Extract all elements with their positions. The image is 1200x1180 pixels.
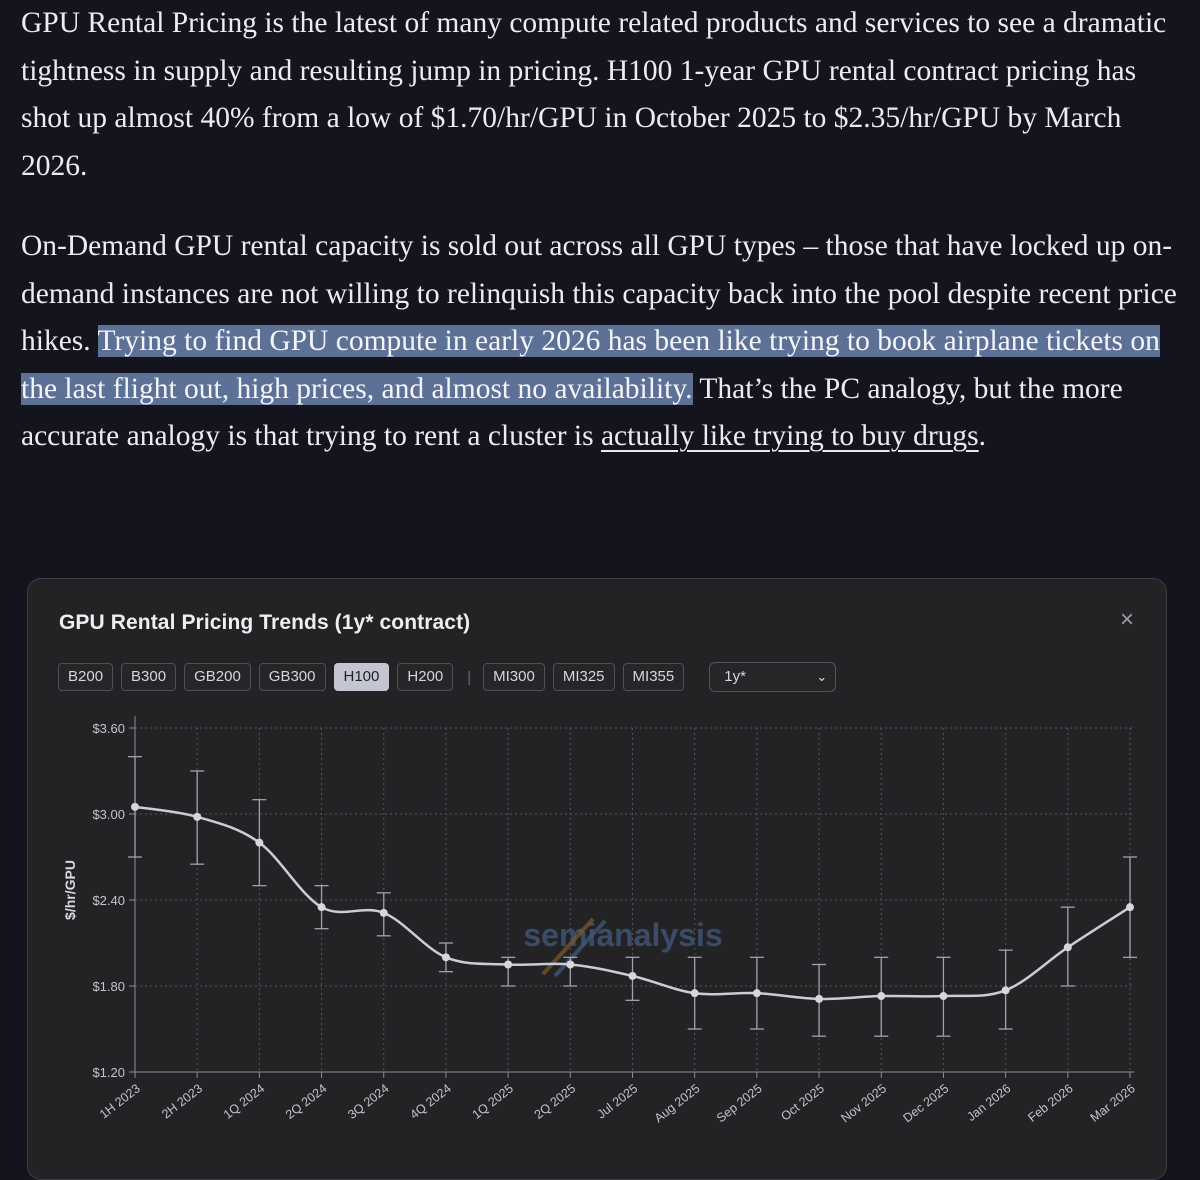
data-point — [690, 989, 699, 998]
x-tick-label: 2Q 2025 — [532, 1081, 578, 1122]
x-tick-label: Feb 2026 — [1025, 1081, 1075, 1125]
tab-mi355[interactable]: MI355 — [622, 663, 685, 691]
chart-card: GPU Rental Pricing Trends (1y* contract)… — [27, 578, 1167, 1180]
data-point — [877, 992, 886, 1001]
data-point — [815, 994, 824, 1003]
paragraph-2: On-Demand GPU rental capacity is sold ou… — [21, 223, 1186, 461]
tab-h100[interactable]: H100 — [333, 663, 390, 691]
y-axis-label: $/hr/GPU — [62, 860, 78, 920]
x-tick-label: Dec 2025 — [900, 1081, 951, 1125]
x-tick-label: 4Q 2024 — [407, 1081, 453, 1122]
tab-mi300[interactable]: MI300 — [483, 663, 545, 691]
data-point — [1063, 943, 1072, 952]
y-tick-label: $3.60 — [92, 721, 125, 736]
tab-gb300[interactable]: GB300 — [258, 663, 326, 691]
watermark-slash — [553, 919, 607, 978]
x-tick-label: Jul 2025 — [594, 1081, 640, 1121]
data-point — [1001, 986, 1010, 995]
x-tick-label: Sep 2025 — [714, 1081, 765, 1125]
data-point — [255, 838, 264, 847]
tab-mi325[interactable]: MI325 — [552, 663, 615, 691]
data-point — [379, 908, 388, 917]
y-tick-label: $3.00 — [92, 807, 125, 822]
x-tick-label: 2H 2023 — [159, 1081, 205, 1121]
tab-separator: | — [467, 668, 472, 686]
x-tick-label: Oct 2025 — [778, 1081, 827, 1123]
data-point — [131, 802, 139, 811]
paragraph-2-text-b: That’s the PC analogy, but the more accu… — [21, 372, 1123, 453]
contract-term-value: 1y* — [724, 668, 746, 685]
chevron-down-icon: ⌄ — [816, 669, 828, 684]
contract-term-select[interactable]: 1y* ⌄ — [709, 662, 837, 692]
data-point — [1126, 903, 1134, 912]
pricing-chart: $1.20 $1.80 $2.40 $3.00 $3.60 1H 2023 2H 2023 1… — [62, 716, 1138, 1125]
y-tick-label: $1.80 — [92, 979, 125, 994]
x-tick-label: 2Q 2024 — [283, 1081, 329, 1122]
chart-card-title: GPU Rental Pricing Trends (1y* contract) — [59, 611, 471, 634]
x-tick-label: Aug 2025 — [652, 1081, 703, 1125]
data-point — [193, 812, 202, 821]
data-point — [566, 960, 575, 969]
x-tick-label: 1Q 2025 — [470, 1081, 516, 1122]
data-point — [628, 971, 637, 980]
paragraph-2-text-a: On-Demand GPU rental capacity is sold ou… — [21, 230, 1177, 357]
y-tick-label: $2.40 — [92, 893, 125, 908]
drugs-link[interactable]: actually like trying to buy drugs — [600, 420, 979, 452]
y-tick-label: $1.20 — [92, 1065, 125, 1080]
highlighted-text: Trying to find GPU compute in early 2026… — [21, 325, 1160, 405]
paragraph-2-end: . — [978, 420, 987, 452]
x-tick-label: 1H 2023 — [97, 1081, 143, 1121]
tab-b300[interactable]: B300 — [121, 663, 177, 691]
paragraph-1: GPU Rental Pricing is the latest of many… — [21, 7, 1167, 182]
x-tick-label: 1Q 2024 — [221, 1081, 267, 1122]
x-tick-label: Jan 2026 — [964, 1081, 1013, 1124]
x-tick-label: 3Q 2024 — [345, 1081, 391, 1122]
watermark-logo: semianalysis — [523, 917, 722, 953]
tab-h200[interactable]: H200 — [397, 663, 454, 691]
data-point — [317, 903, 326, 912]
data-point — [441, 953, 450, 962]
tab-gb200[interactable]: GB200 — [184, 663, 251, 691]
data-point — [939, 992, 948, 1001]
data-point — [504, 960, 513, 969]
x-tick-label: Mar 2026 — [1088, 1081, 1138, 1125]
gpu-tabs: B200 B300 GB200 GB300 H100 H200 | MI300 … — [58, 662, 837, 692]
x-tick-label: Nov 2025 — [838, 1081, 889, 1125]
tab-b200[interactable]: B200 — [58, 663, 114, 691]
data-point — [752, 989, 761, 998]
close-icon[interactable]: × — [1119, 606, 1134, 633]
article-text: GPU Rental Pricing is the latest of many… — [21, 0, 1186, 461]
